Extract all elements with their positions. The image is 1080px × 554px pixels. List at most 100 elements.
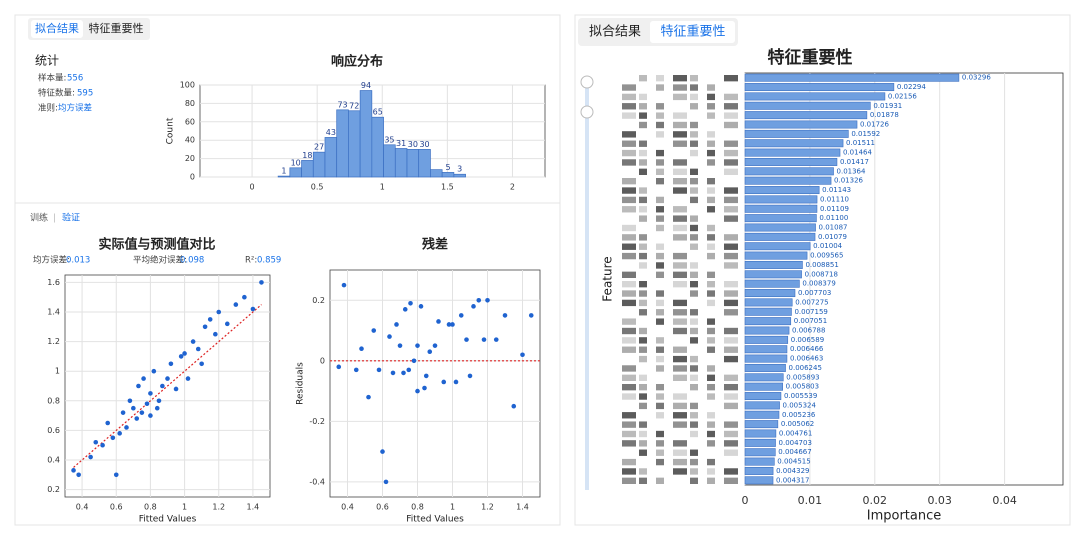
blurred-feature-label [690, 243, 698, 250]
blurred-feature-label [656, 121, 664, 129]
tab[interactable]: 特征重要性 [660, 24, 725, 40]
blurred-feature-label [690, 262, 698, 269]
blurred-feature-label [724, 309, 738, 316]
x-tick-label: 0.04 [992, 494, 1017, 507]
slider-handle[interactable] [580, 105, 594, 119]
chart-title: 特征重要性 [768, 47, 853, 68]
blurred-feature-label [690, 318, 698, 325]
bar [453, 173, 466, 178]
y-tick-label: 1.6 [47, 278, 60, 287]
blurred-feature-label [673, 206, 687, 213]
tab[interactable]: 拟合结果 [35, 21, 79, 35]
blurred-feature-label [622, 103, 636, 110]
bar [744, 429, 777, 438]
blurred-feature-label [656, 178, 664, 185]
point [185, 376, 191, 381]
x-tick-label: 2 [510, 183, 515, 192]
tab[interactable]: 拟合结果 [589, 25, 641, 40]
point [195, 346, 201, 352]
blurred-feature-label [639, 206, 647, 213]
blurred-feature-label [690, 290, 698, 297]
x-tick-label: 0 [742, 494, 749, 507]
point [216, 309, 222, 315]
blurred-feature-label [656, 430, 664, 438]
blurred-feature-label [622, 299, 636, 307]
blurred-feature-label [622, 430, 636, 438]
bar-label: 27 [314, 143, 324, 152]
point [100, 442, 105, 448]
blurred-feature-label [707, 318, 715, 325]
blurred-feature-label [690, 93, 698, 101]
blurred-feature-label [724, 93, 738, 101]
blurred-feature-label [656, 337, 664, 344]
blurred-feature-label [724, 75, 738, 82]
blurred-feature-label [690, 103, 698, 110]
bar-label: 0.004515 [777, 458, 810, 466]
x-tick-label: 0 [250, 183, 255, 192]
bar [744, 251, 808, 260]
blurred-feature-label [622, 468, 636, 475]
point [511, 403, 517, 409]
bar [744, 214, 817, 223]
plot-area [329, 269, 541, 498]
stat-value: 556 [67, 74, 83, 84]
slider-handle[interactable] [580, 75, 594, 89]
blurred-feature-label [673, 309, 687, 316]
point [76, 472, 81, 478]
plot-area [64, 274, 271, 498]
bar-label: 0.007275 [795, 298, 828, 306]
bar [744, 410, 780, 419]
blurred-feature-label [690, 149, 698, 157]
point [182, 351, 187, 356]
y-tick-label: 1 [55, 367, 60, 376]
bar-label: 0.01087 [819, 224, 848, 232]
bar-label: 0.006589 [791, 336, 824, 344]
bar-label: 1 [281, 167, 286, 176]
subtab[interactable]: 训练 [30, 212, 48, 224]
subtab[interactable]: 验证 [62, 212, 80, 224]
bar [744, 242, 811, 251]
blurred-feature-label [673, 159, 687, 166]
blurred-feature-label [639, 346, 647, 353]
bar-label: 0.01004 [813, 242, 842, 250]
bar-label: 0.005539 [784, 392, 817, 400]
blurred-feature-label [639, 93, 647, 101]
y-tick-label: -0.2 [309, 417, 325, 426]
blurred-feature-label [622, 477, 636, 484]
bar [744, 101, 871, 110]
chart-title: 实际值与预测值对比 [98, 237, 215, 253]
y-tick-label: 0.2 [312, 296, 325, 305]
blurred-feature-label [656, 318, 664, 325]
blurred-feature-label [673, 402, 687, 410]
blurred-feature-label [724, 355, 738, 363]
blurred-feature-label [707, 131, 715, 138]
y-tick-label: 20 [185, 154, 195, 163]
stat-value: 均方误差 [58, 103, 92, 114]
point [259, 280, 264, 285]
blurred-feature-label [639, 374, 647, 381]
point [148, 413, 153, 418]
blurred-feature-label [724, 215, 738, 222]
blurred-feature-label [724, 196, 738, 204]
blurred-feature-label [622, 131, 636, 138]
bar-label: 0.004667 [778, 448, 811, 456]
blurred-feature-label [622, 84, 636, 91]
blurred-feature-label [622, 346, 636, 353]
blurred-feature-label [656, 355, 664, 363]
x-tick-label: 1.2 [212, 503, 225, 512]
blurred-feature-label [656, 346, 664, 353]
stat-label: 样本量: [38, 73, 66, 84]
bar [406, 149, 420, 178]
point [110, 435, 116, 441]
bar-label: 31 [396, 139, 406, 148]
tab[interactable]: 特征重要性 [89, 21, 144, 35]
blurred-feature-label [690, 374, 698, 381]
blurred-feature-label [707, 103, 715, 110]
x-tick-label: 1 [380, 183, 385, 192]
x-axis-label: Importance [867, 509, 942, 524]
blurred-feature-label [690, 384, 698, 391]
blurred-feature-label [707, 430, 715, 438]
blurred-feature-label [707, 477, 715, 484]
point [520, 352, 525, 358]
point [383, 479, 389, 485]
